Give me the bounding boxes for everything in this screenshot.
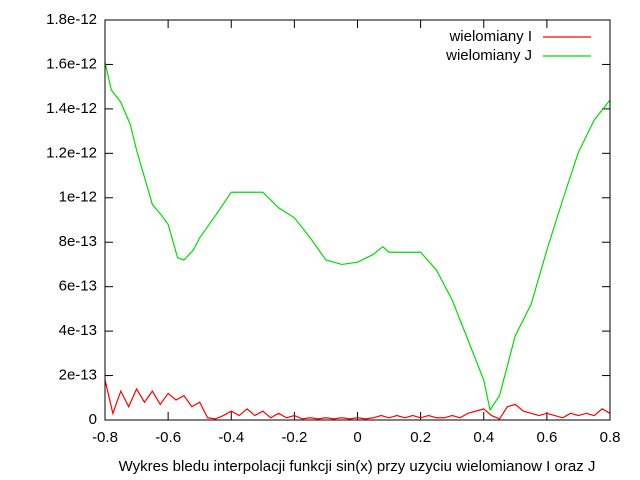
legend-label: wielomiany J — [445, 47, 532, 64]
x-tick-label: -0.6 — [155, 429, 181, 446]
x-tick-label: 0.6 — [536, 429, 557, 446]
x-tick-label: -0.4 — [218, 429, 244, 446]
y-tick-label: 4e-13 — [59, 322, 97, 339]
y-tick-label: 2e-13 — [59, 367, 97, 384]
x-tick-label: -0.2 — [281, 429, 307, 446]
series-line — [104, 62, 611, 412]
y-tick-label: 8e-13 — [59, 233, 97, 250]
y-tick-label: 1e-12 — [59, 189, 97, 206]
y-tick-label: 1.4e-12 — [46, 100, 97, 117]
legend-label: wielomiany I — [448, 28, 532, 45]
y-tick-label: 1.2e-12 — [46, 144, 97, 161]
x-tick-label: -0.8 — [92, 429, 118, 446]
x-tick-label: 0.4 — [473, 429, 494, 446]
y-tick-label: 1.6e-12 — [46, 55, 97, 72]
x-tick-label: 0.8 — [600, 429, 621, 446]
y-tick-label: 0 — [89, 411, 97, 428]
series-line — [104, 379, 611, 420]
plot-frame — [104, 19, 611, 421]
x-tick-label: 0 — [353, 429, 361, 446]
x-tick-label: 0.2 — [410, 429, 431, 446]
y-tick-label: 1.8e-12 — [46, 11, 97, 28]
x-axis-label: Wykres bledu interpolacji funkcji sin(x)… — [119, 458, 596, 475]
y-tick-label: 6e-13 — [59, 278, 97, 295]
